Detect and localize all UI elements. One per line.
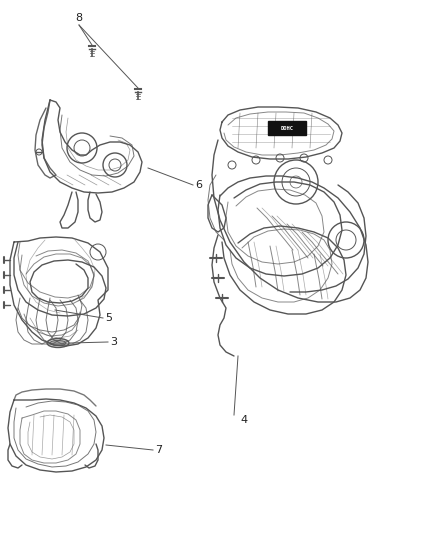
- Text: 5: 5: [105, 313, 112, 323]
- Text: DOHC: DOHC: [280, 125, 293, 131]
- Text: 3: 3: [110, 337, 117, 347]
- Ellipse shape: [50, 341, 66, 345]
- Text: 8: 8: [75, 13, 82, 23]
- Text: 7: 7: [155, 445, 162, 455]
- Text: 6: 6: [195, 180, 202, 190]
- Ellipse shape: [47, 338, 69, 348]
- Text: 4: 4: [240, 415, 247, 425]
- Bar: [268, 121, 306, 135]
